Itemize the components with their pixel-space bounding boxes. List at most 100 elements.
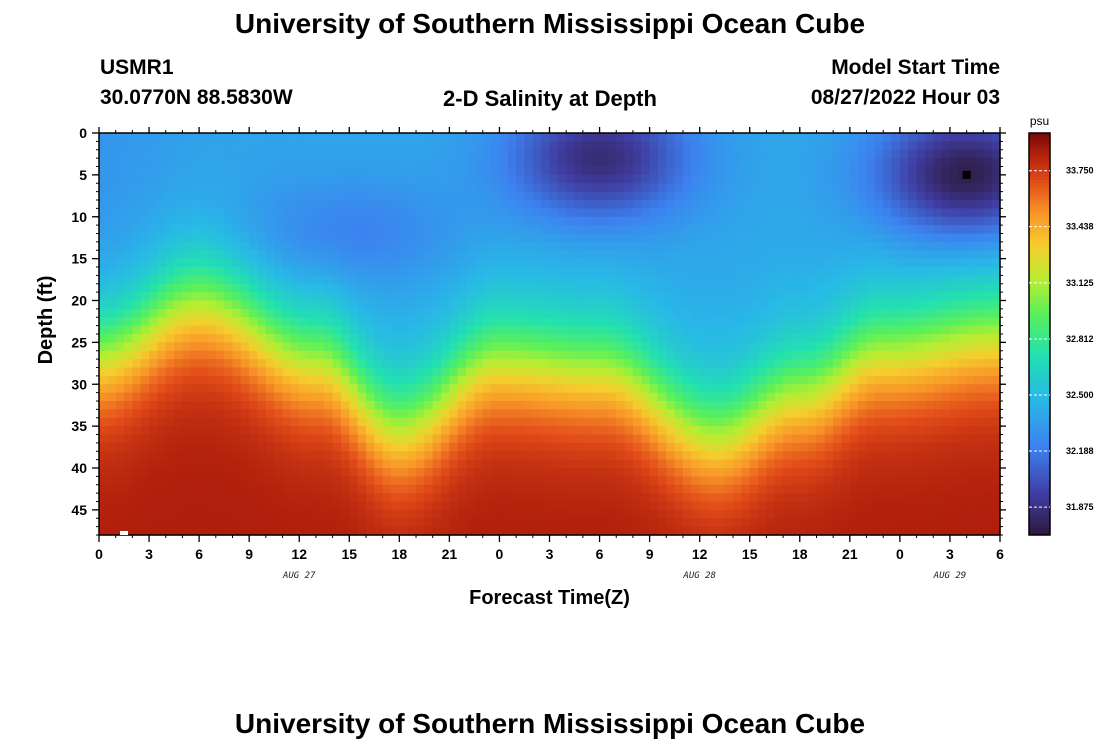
heatmap-cell [891,216,901,226]
heatmap-cell [541,317,551,327]
heatmap-cell [774,283,784,293]
heatmap-cell [491,367,501,377]
heatmap-cell [507,459,517,469]
heatmap-cell [282,518,292,528]
heatmap-cell [949,375,959,385]
heatmap-cell [416,275,425,285]
heatmap-cell [682,317,692,327]
heatmap-cell [507,233,517,243]
heatmap-cell [499,191,509,201]
heatmap-cell [816,250,826,260]
chart-title: University of Southern Mississippi Ocean… [234,8,866,39]
heatmap-cell [841,292,851,302]
heatmap-cell [315,133,325,142]
heatmap-cell [257,308,267,318]
heatmap-cell [883,300,893,310]
heatmap-cell [891,225,901,235]
heatmap-cell [390,300,400,310]
heatmap-cell [174,250,184,260]
heatmap-cell [866,258,876,268]
heatmap-cell [841,401,851,410]
heatmap-cell [324,468,334,477]
heatmap-cell [99,275,108,285]
heatmap-cell [357,183,367,193]
heatmap-cell [215,409,225,419]
heatmap-cell [833,401,843,410]
heatmap-cell [374,200,384,209]
heatmap-cell [649,501,659,511]
heatmap-cell [182,292,192,302]
heatmap-cell [808,367,818,377]
heatmap-cell [816,216,826,226]
heatmap-cell [257,409,267,419]
heatmap-cell [699,518,709,528]
heatmap-cell [140,141,150,151]
heatmap-cell [457,208,467,218]
heatmap-cell [107,476,117,486]
heatmap-cell [374,158,384,168]
heatmap-cell [424,384,434,394]
heatmap-cell [874,392,884,402]
heatmap-cell [232,518,242,528]
heatmap-cell [349,484,359,494]
heatmap-cell [466,484,476,494]
heatmap-cell [182,417,192,427]
heatmap-cell [190,225,200,235]
heatmap-cell [741,350,751,360]
heatmap-cell [591,459,601,469]
heatmap-cell [908,459,918,469]
heatmap-cell [607,149,617,159]
heatmap-cell [482,493,492,503]
heatmap-cell [265,509,275,519]
heatmap-cell [524,225,534,235]
heatmap-cell [891,308,901,318]
heatmap-cell [883,292,893,302]
heatmap-cell [524,258,534,268]
heatmap-cell [933,225,943,235]
heatmap-cell [791,258,801,268]
heatmap-cell [916,350,926,360]
heatmap-cell [758,493,767,503]
heatmap-cell [824,350,834,360]
heatmap-cell [232,375,242,385]
heatmap-cell [382,501,392,511]
heatmap-cell [958,241,968,251]
heatmap-cell [390,518,400,528]
heatmap-cell [924,526,934,536]
heatmap-cell [549,468,559,477]
heatmap-cell [407,451,417,461]
heatmap-cell [374,526,384,536]
heatmap-cell [207,216,217,226]
heatmap-cell [499,501,509,511]
heatmap-cell [382,208,392,218]
heatmap-cell [207,350,217,360]
heatmap-cell [357,501,367,511]
heatmap-cell [924,342,934,352]
heatmap-cell [791,166,801,176]
heatmap-cell [624,468,634,477]
heatmap-cell [708,158,717,168]
heatmap-cell [607,141,617,151]
heatmap-cell [457,392,467,402]
heatmap-cell [916,392,926,402]
heatmap-cell [99,518,108,528]
heatmap-cell [399,426,409,436]
heatmap-cell [365,459,375,469]
heatmap-cell [641,258,651,268]
heatmap-cell [808,208,818,218]
heatmap-cell [549,518,559,528]
heatmap-cell [941,158,951,168]
heatmap-cell [758,250,767,260]
heatmap-cell [574,174,584,184]
heatmap-cell [749,149,759,159]
heatmap-cell [833,384,843,394]
heatmap-cell [557,384,567,394]
heatmap-cell [382,493,392,503]
heatmap-cell [474,275,484,285]
heatmap-cell [774,267,784,276]
heatmap-cell [407,258,417,268]
heatmap-cell [899,526,909,536]
heatmap-cell [941,149,951,159]
heatmap-cell [174,241,184,251]
heatmap-cell [207,325,217,335]
